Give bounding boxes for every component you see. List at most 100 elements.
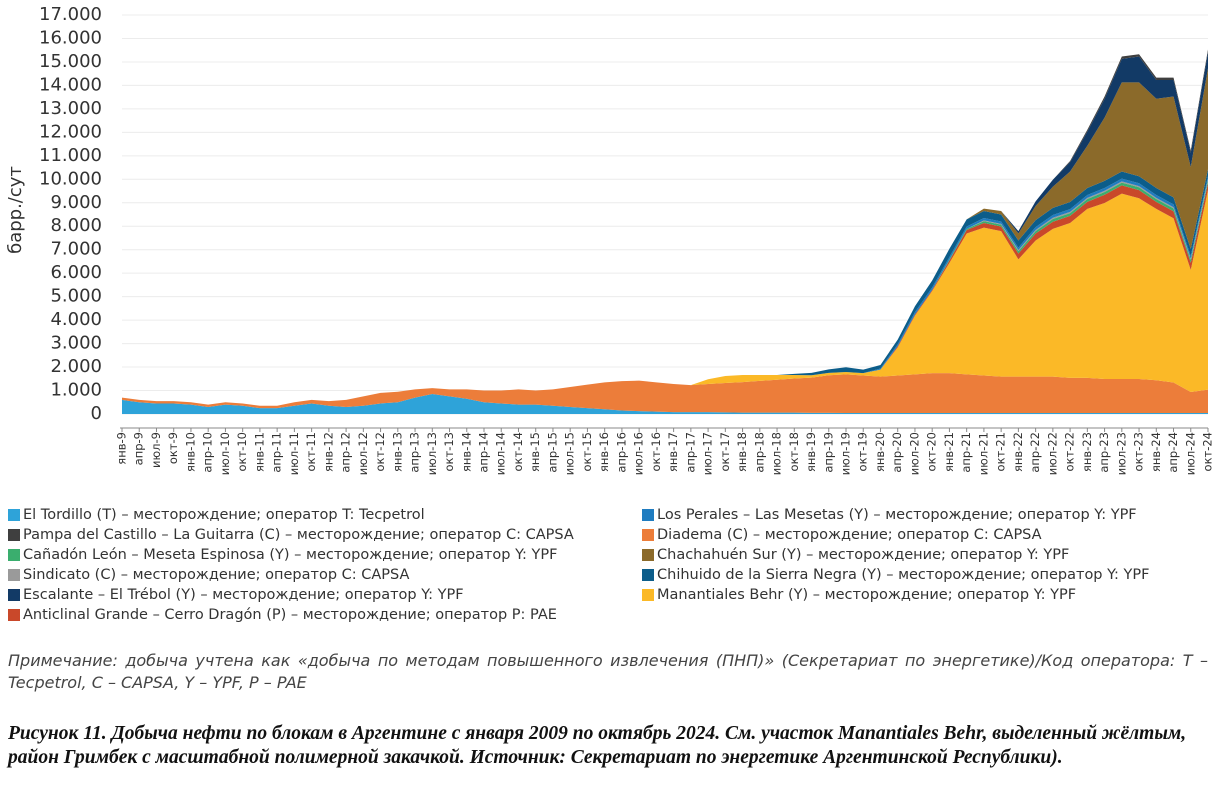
x-tick-label: окт-14 bbox=[511, 432, 525, 471]
legend-label: Cañadón León – Meseta Espinosa (Y) – мес… bbox=[23, 546, 558, 563]
legend-item: Pampa del Castillo – La Guitarra (C) – м… bbox=[8, 525, 642, 544]
legend-label: Escalante – El Trébol (Y) – месторождени… bbox=[23, 586, 464, 603]
legend-label: Anticlinal Grande – Cerro Dragón (P) – м… bbox=[23, 606, 557, 623]
x-tick-label: янв-24 bbox=[1149, 432, 1163, 472]
x-tick-label: июл-9 bbox=[149, 432, 163, 468]
y-tick-label: 14.000 bbox=[39, 74, 102, 95]
x-tick-label: окт-19 bbox=[856, 432, 870, 471]
x-tick-label: янв-18 bbox=[735, 432, 749, 472]
x-tick-label: июл-20 bbox=[907, 432, 921, 475]
legend-item: Anticlinal Grande – Cerro Dragón (P) – м… bbox=[8, 605, 642, 624]
x-tick-label: янв-15 bbox=[528, 432, 542, 472]
legend-item: Sindicato (C) – месторождение; оператор … bbox=[8, 565, 642, 584]
x-tick-label: июл-24 bbox=[1183, 432, 1197, 475]
x-tick-label: янв-23 bbox=[1080, 432, 1094, 472]
y-tick-label: 7.000 bbox=[50, 239, 102, 260]
y-tick-label: 10.000 bbox=[39, 168, 102, 189]
y-tick-label: 5.000 bbox=[50, 286, 102, 307]
x-tick-label: окт-21 bbox=[994, 432, 1008, 471]
y-tick-label: 12.000 bbox=[39, 121, 102, 142]
x-tick-label: апр-24 bbox=[1166, 432, 1180, 473]
x-tick-label: янв-17 bbox=[666, 432, 680, 472]
x-tick-label: апр-14 bbox=[477, 432, 491, 473]
y-tick-label: 16.000 bbox=[39, 27, 102, 48]
legend-item: El Tordillo (T) – месторождение; операто… bbox=[8, 505, 642, 524]
y-tick-label: 13.000 bbox=[39, 98, 102, 119]
legend-label: Pampa del Castillo – La Guitarra (C) – м… bbox=[23, 526, 574, 543]
x-tick-label: окт-16 bbox=[649, 432, 663, 471]
x-tick-label: июл-16 bbox=[632, 432, 646, 475]
legend-item: Manantiales Behr (Y) – месторождение; оп… bbox=[642, 585, 1208, 604]
y-tick-label: 9.000 bbox=[50, 192, 102, 213]
x-tick-label: июл-10 bbox=[218, 432, 232, 475]
x-tick-label: апр-20 bbox=[890, 432, 904, 473]
x-tick-label: янв-11 bbox=[252, 432, 266, 472]
x-tick-label: янв-16 bbox=[597, 432, 611, 472]
x-tick-label: апр-22 bbox=[1028, 432, 1042, 473]
legend-swatch bbox=[8, 548, 20, 561]
legend-swatch bbox=[8, 528, 20, 541]
x-tick-label: июл-12 bbox=[356, 432, 370, 475]
x-tick-label: окт-9 bbox=[166, 432, 180, 464]
x-tick-label: апр-10 bbox=[201, 432, 215, 473]
legend-swatch bbox=[8, 568, 20, 581]
y-tick-label: 8.000 bbox=[50, 215, 102, 236]
legend-item: Chachahuén Sur (Y) – месторождение; опер… bbox=[642, 545, 1208, 564]
x-tick-label: апр-12 bbox=[339, 432, 353, 473]
y-tick-label: 6.000 bbox=[50, 262, 102, 283]
legend-label: Manantiales Behr (Y) – месторождение; оп… bbox=[657, 586, 1077, 603]
x-tick-label: янв-21 bbox=[942, 432, 956, 472]
legend-item: Los Perales – Las Mesetas (Y) – месторож… bbox=[642, 505, 1208, 524]
x-tick-label: апр-9 bbox=[132, 432, 146, 465]
y-tick-label: 3.000 bbox=[50, 333, 102, 354]
x-tick-label: окт-23 bbox=[1132, 432, 1146, 471]
x-tick-label: окт-18 bbox=[787, 432, 801, 471]
legend-swatch bbox=[642, 548, 654, 561]
legend-item: Chihuido de la Sierra Negra (Y) – местор… bbox=[642, 565, 1208, 584]
legend-label: Sindicato (C) – месторождение; оператор … bbox=[23, 566, 410, 583]
x-tick-label: июл-21 bbox=[976, 432, 990, 475]
x-tick-label: июл-13 bbox=[425, 432, 439, 475]
legend-swatch bbox=[642, 508, 654, 521]
x-tick-label: июл-15 bbox=[563, 432, 577, 475]
x-tick-label: окт-15 bbox=[580, 432, 594, 471]
legend-swatch bbox=[8, 508, 20, 521]
x-tick-label: янв-12 bbox=[321, 432, 335, 472]
x-tick-label: окт-11 bbox=[304, 432, 318, 471]
y-tick-label: 4.000 bbox=[50, 309, 102, 330]
x-tick-label: янв-10 bbox=[183, 432, 197, 472]
legend-swatch bbox=[642, 528, 654, 541]
legend: El Tordillo (T) – месторождение; операто… bbox=[8, 505, 1208, 624]
x-tick-label: июл-23 bbox=[1114, 432, 1128, 475]
legend-label: Los Perales – Las Mesetas (Y) – месторож… bbox=[657, 506, 1137, 523]
legend-label: Chachahuén Sur (Y) – месторождение; опер… bbox=[657, 546, 1070, 563]
x-tick-label: июл-22 bbox=[1045, 432, 1059, 475]
x-tick-label: июл-19 bbox=[839, 432, 853, 475]
x-tick-label: апр-11 bbox=[270, 432, 284, 473]
area bbox=[122, 394, 1208, 414]
y-tick-label: 15.000 bbox=[39, 51, 102, 72]
x-tick-label: июл-11 bbox=[287, 432, 301, 475]
legend-swatch bbox=[8, 588, 20, 601]
x-tick-label: окт-24 bbox=[1201, 432, 1215, 471]
x-tick-label: апр-18 bbox=[752, 432, 766, 473]
area bbox=[122, 373, 1208, 414]
x-tick-label: янв-13 bbox=[390, 432, 404, 472]
legend-swatch bbox=[642, 568, 654, 581]
legend-item: Diadema (C) – месторождение; оператор C:… bbox=[642, 525, 1208, 544]
x-tick-label: янв-20 bbox=[873, 432, 887, 472]
x-tick-label: июл-14 bbox=[494, 432, 508, 475]
legend-label: Chihuido de la Sierra Negra (Y) – местор… bbox=[657, 566, 1150, 583]
y-tick-label: 1.000 bbox=[50, 380, 102, 401]
legend-label: El Tordillo (T) – месторождение; операто… bbox=[23, 506, 425, 523]
x-tick-label: апр-21 bbox=[959, 432, 973, 473]
x-tick-label: окт-13 bbox=[442, 432, 456, 471]
x-tick-label: апр-15 bbox=[545, 432, 559, 473]
x-tick-label: апр-13 bbox=[408, 432, 422, 473]
x-tick-label: окт-10 bbox=[235, 432, 249, 471]
note: Примечание: добыча учтена как «добыча по… bbox=[8, 651, 1208, 692]
y-tick-label: 0 bbox=[91, 403, 102, 424]
y-tick-label: 11.000 bbox=[39, 145, 102, 166]
